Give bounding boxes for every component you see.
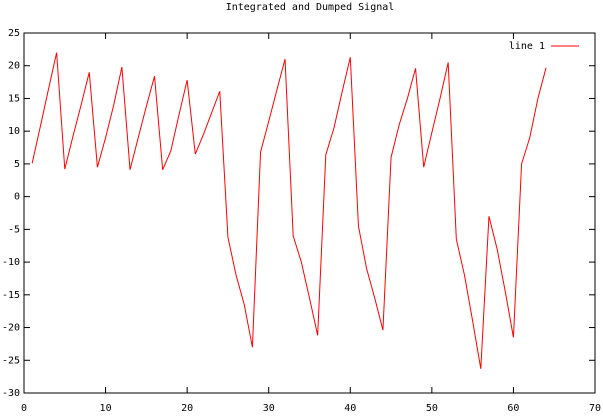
chart-title: Integrated and Dumped Signal <box>226 2 395 13</box>
y-tick-label: 0 <box>14 192 20 203</box>
y-tick-label: -10 <box>2 257 20 268</box>
x-tick-label: 40 <box>344 403 356 414</box>
y-tick-label: 25 <box>8 28 20 39</box>
legend-label: line 1 <box>509 41 545 52</box>
y-tick-label: -15 <box>2 290 20 301</box>
x-tick-label: 20 <box>181 403 193 414</box>
x-tick-label: 0 <box>21 403 27 414</box>
y-tick-label: 5 <box>14 159 20 170</box>
plot-border <box>23 32 596 394</box>
y-tick-label: -30 <box>2 388 20 399</box>
y-tick-label: -20 <box>2 323 20 334</box>
x-tick-label: 10 <box>100 403 112 414</box>
y-tick-label: -5 <box>8 224 20 235</box>
x-tick-label: 70 <box>589 403 601 414</box>
y-tick-label: -25 <box>2 355 20 366</box>
x-tick-label: 50 <box>426 403 438 414</box>
y-tick-label: 15 <box>8 93 20 104</box>
x-tick-label: 30 <box>263 403 275 414</box>
x-tick-label: 60 <box>507 403 519 414</box>
y-tick-label: 10 <box>8 126 20 137</box>
y-tick-label: 20 <box>8 61 20 72</box>
data-line <box>31 52 547 369</box>
